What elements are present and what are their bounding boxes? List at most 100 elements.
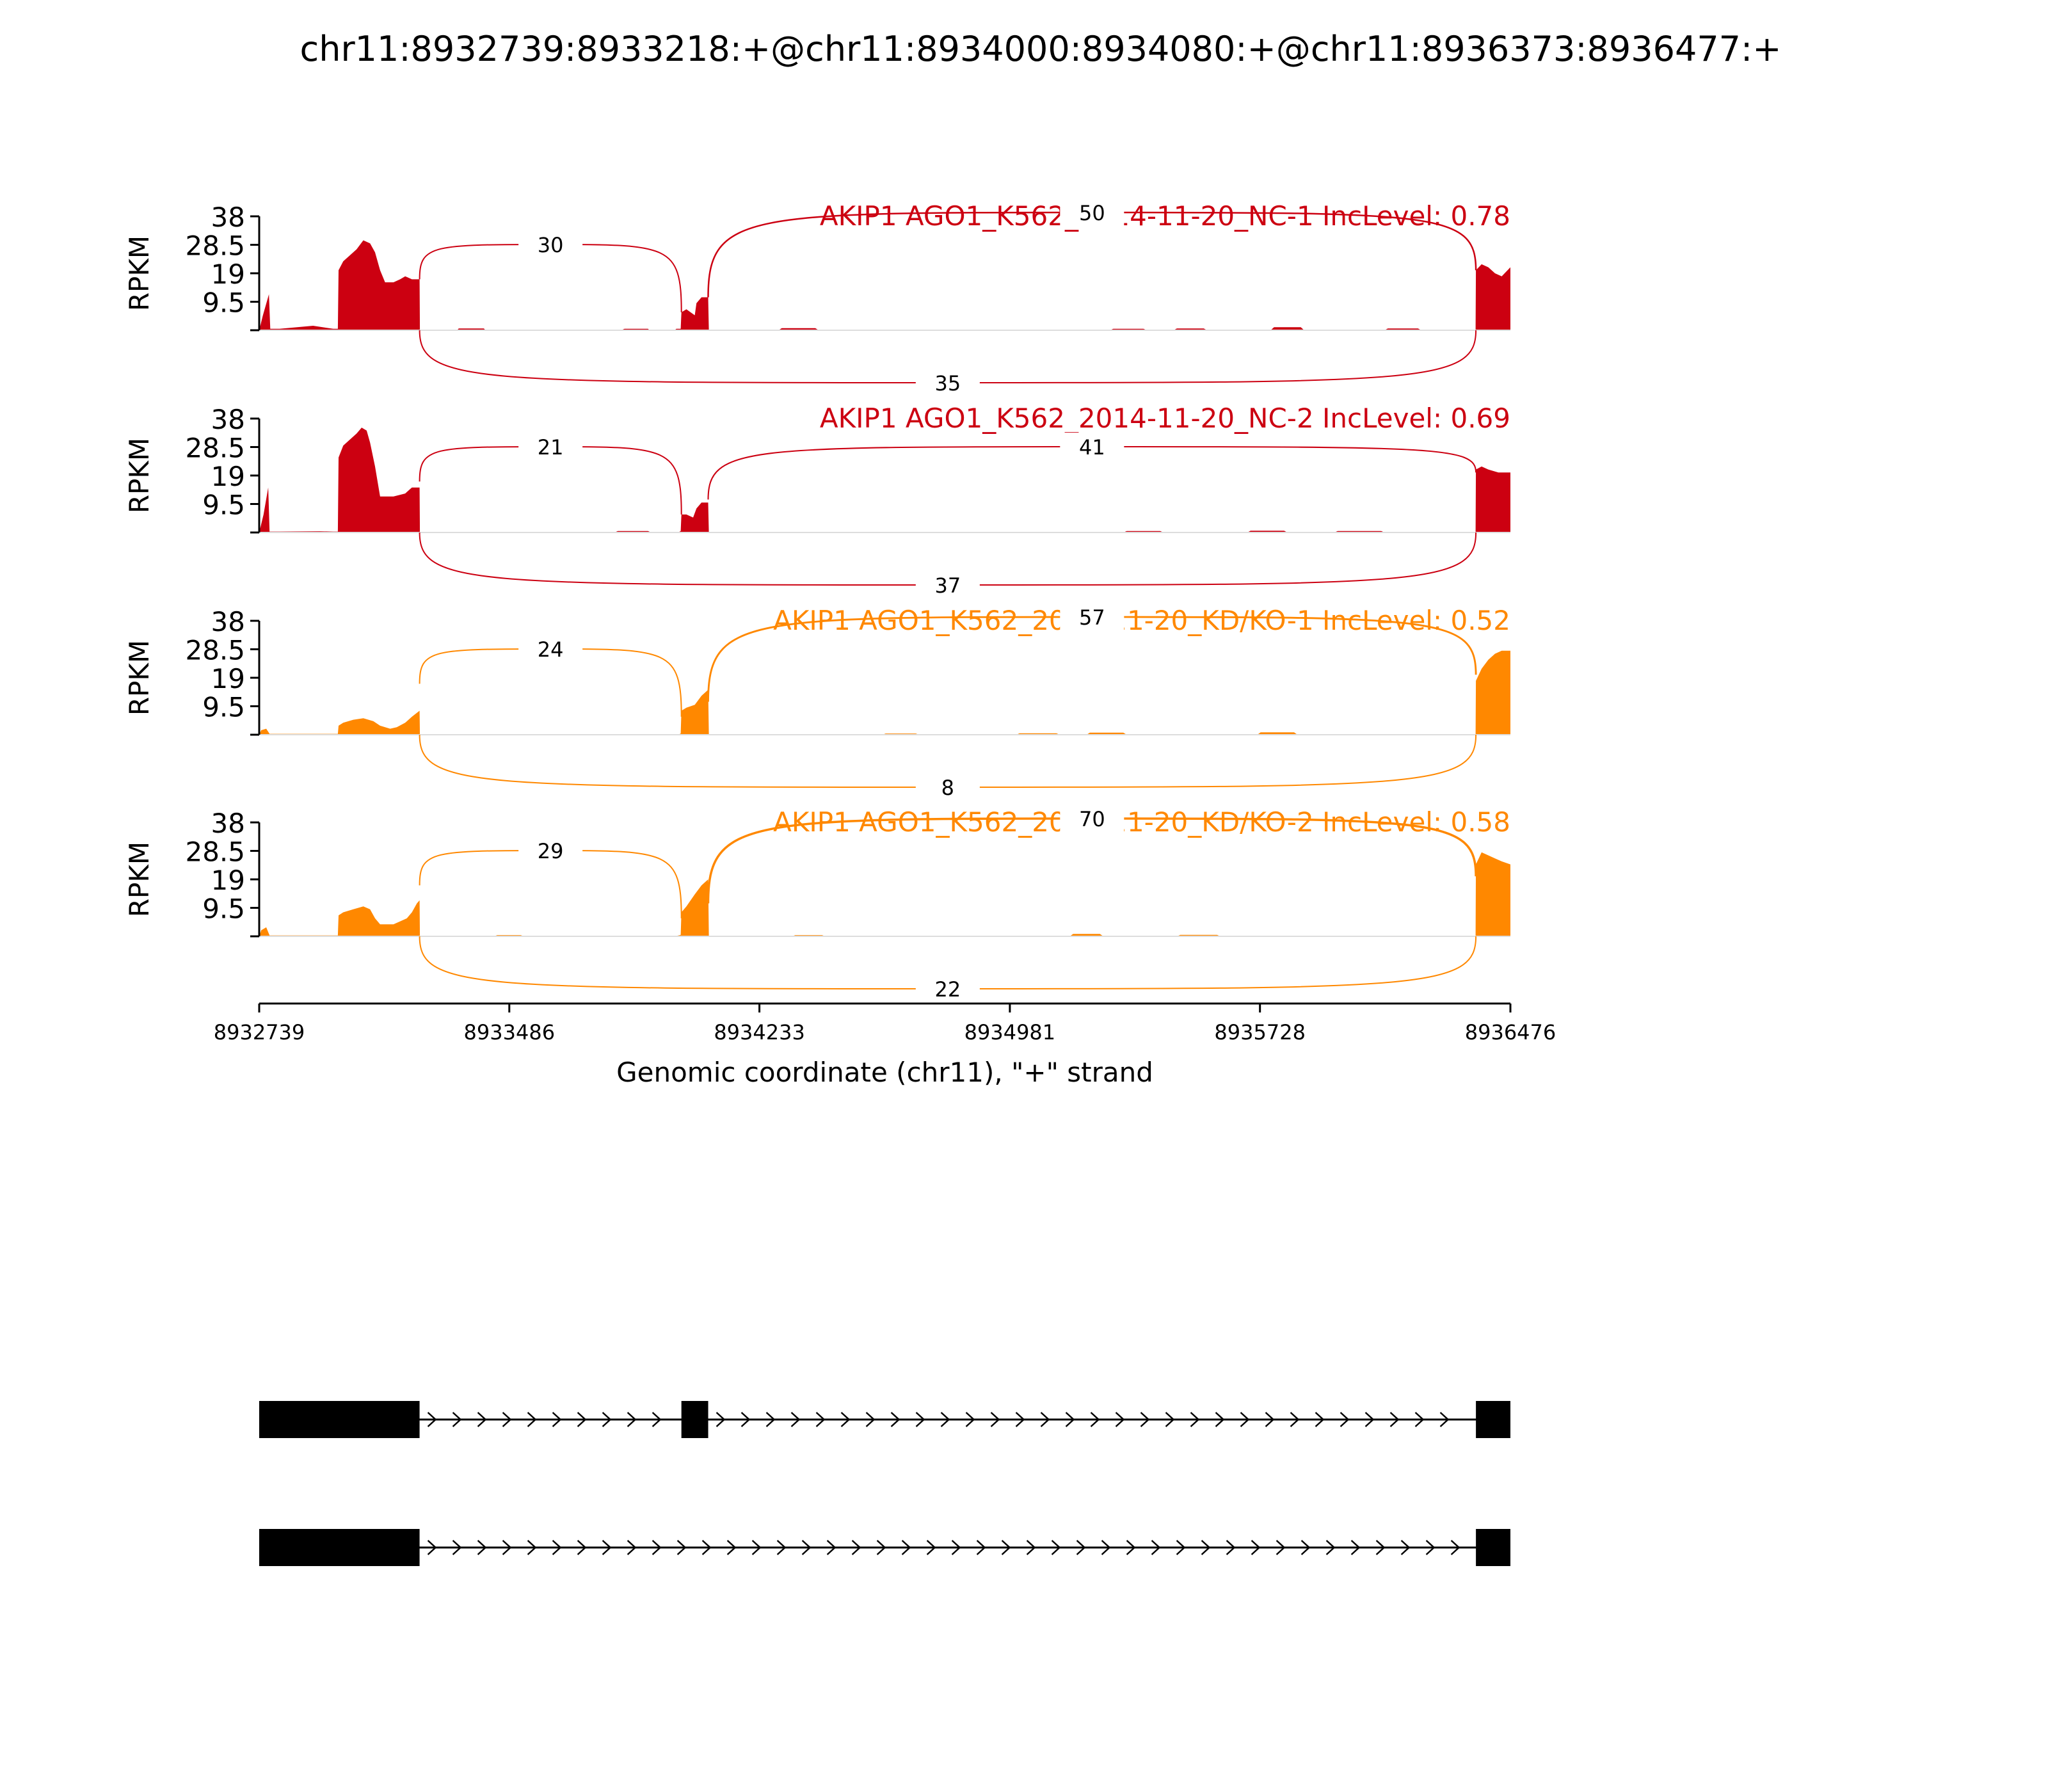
strand-arrow	[826, 1540, 836, 1555]
strand-arrow	[652, 1412, 662, 1427]
strand-arrow	[1151, 1540, 1161, 1555]
strand-arrow	[890, 1412, 900, 1427]
y-tick-label: 38	[211, 606, 245, 637]
strand-arrow	[840, 1412, 851, 1427]
junction-count-label: 24	[538, 637, 564, 662]
strand-arrow	[1340, 1412, 1350, 1427]
strand-arrow	[502, 1540, 512, 1555]
strand-arrow	[1040, 1412, 1050, 1427]
strand-arrow	[1325, 1540, 1336, 1555]
junction-count-bg	[518, 433, 583, 461]
strand-arrow	[527, 1412, 537, 1427]
strand-arrow	[477, 1540, 487, 1555]
strand-arrow	[701, 1540, 712, 1555]
strand-arrow	[552, 1412, 562, 1427]
strand-arrow	[1400, 1540, 1411, 1555]
junction-count-bg	[1060, 198, 1124, 227]
y-tick-label: 28.5	[185, 635, 245, 666]
strand-arrow	[652, 1540, 662, 1555]
strand-arrow	[1375, 1540, 1386, 1555]
junction-count-bg	[915, 369, 980, 397]
strand-arrow	[1276, 1540, 1286, 1555]
strand-arrow	[577, 1412, 587, 1427]
y-axis-label: RPKM	[124, 842, 155, 917]
y-axis-label: RPKM	[124, 640, 155, 716]
strand-arrow	[1065, 1412, 1075, 1427]
strand-arrow	[452, 1412, 462, 1427]
strand-arrow	[815, 1412, 826, 1427]
strand-arrow	[926, 1540, 936, 1555]
x-axis-label: Genomic coordinate (chr11), "+" strand	[616, 1057, 1153, 1088]
junction-count-label: 29	[538, 839, 564, 863]
strand-arrow	[776, 1540, 787, 1555]
exon-block	[259, 1529, 420, 1566]
strand-arrow	[1090, 1412, 1100, 1427]
junction-count-bg	[915, 773, 980, 801]
track-label: AKIP1 AGO1_K562_2014-11-20_KD/KO-2 IncLe…	[773, 806, 1510, 838]
strand-arrow	[452, 1540, 462, 1555]
junction-count-bg	[1060, 603, 1124, 631]
y-tick-label: 38	[211, 808, 245, 839]
strand-arrow	[1240, 1412, 1250, 1427]
coverage-area	[259, 852, 1510, 936]
junction-count-bg	[1060, 433, 1124, 461]
strand-arrow	[1026, 1540, 1036, 1555]
strand-arrow	[765, 1412, 776, 1427]
y-tick-label: 28.5	[185, 836, 245, 868]
y-tick-label: 19	[211, 865, 245, 896]
strand-arrow	[602, 1412, 612, 1427]
strand-arrow	[627, 1540, 637, 1555]
strand-arrow	[1364, 1412, 1375, 1427]
x-tick-label: 8936476	[1465, 1020, 1556, 1044]
exon-block	[1476, 1401, 1510, 1438]
junction-count-bg	[518, 635, 583, 663]
strand-arrow	[1051, 1540, 1061, 1555]
y-axis-label: RPKM	[124, 236, 155, 311]
strand-arrow	[627, 1412, 637, 1427]
strand-arrow	[1226, 1540, 1236, 1555]
track-label: AKIP1 AGO1_K562_2014-11-20_KD/KO-1 IncLe…	[773, 605, 1510, 636]
strand-arrow	[976, 1540, 986, 1555]
strand-arrow	[951, 1540, 961, 1555]
transcript	[259, 1401, 1510, 1438]
junction-count-label: 37	[934, 573, 961, 598]
strand-arrow	[1215, 1412, 1225, 1427]
y-tick-label: 38	[211, 202, 245, 233]
strand-arrow	[751, 1540, 762, 1555]
strand-arrow	[1001, 1540, 1011, 1555]
strand-arrow	[1290, 1412, 1300, 1427]
x-tick-label: 8934233	[714, 1020, 805, 1044]
y-tick-label: 38	[211, 404, 245, 435]
strand-arrow	[1265, 1412, 1275, 1427]
coverage-area	[259, 240, 1510, 330]
strand-arrow	[790, 1412, 801, 1427]
strand-arrow	[676, 1540, 687, 1555]
junction-count-label: 57	[1079, 605, 1105, 630]
x-tick-label: 8932739	[214, 1020, 305, 1044]
strand-arrow	[1165, 1412, 1175, 1427]
y-tick-label: 9.5	[202, 287, 245, 319]
strand-arrow	[1190, 1412, 1200, 1427]
strand-arrow	[1101, 1540, 1111, 1555]
strand-arrow	[1015, 1412, 1025, 1427]
strand-arrow	[726, 1540, 737, 1555]
strand-arrow	[1115, 1412, 1125, 1427]
track-label: AKIP1 AGO1_K562_2014-11-20_NC-2 IncLevel…	[820, 403, 1510, 434]
junction-count-label: 30	[538, 233, 564, 257]
junction-count-bg	[518, 836, 583, 865]
strand-arrow	[851, 1540, 861, 1555]
y-tick-label: 19	[211, 259, 245, 290]
strand-arrow	[1176, 1540, 1186, 1555]
x-tick-label: 8935728	[1214, 1020, 1306, 1044]
y-tick-label: 28.5	[185, 230, 245, 262]
strand-arrow	[865, 1412, 876, 1427]
strand-arrow	[990, 1412, 1000, 1427]
strand-arrow	[1300, 1540, 1311, 1555]
junction-count-label: 41	[1079, 435, 1105, 460]
coverage-area	[259, 428, 1510, 532]
transcript-models	[259, 1401, 1510, 1566]
